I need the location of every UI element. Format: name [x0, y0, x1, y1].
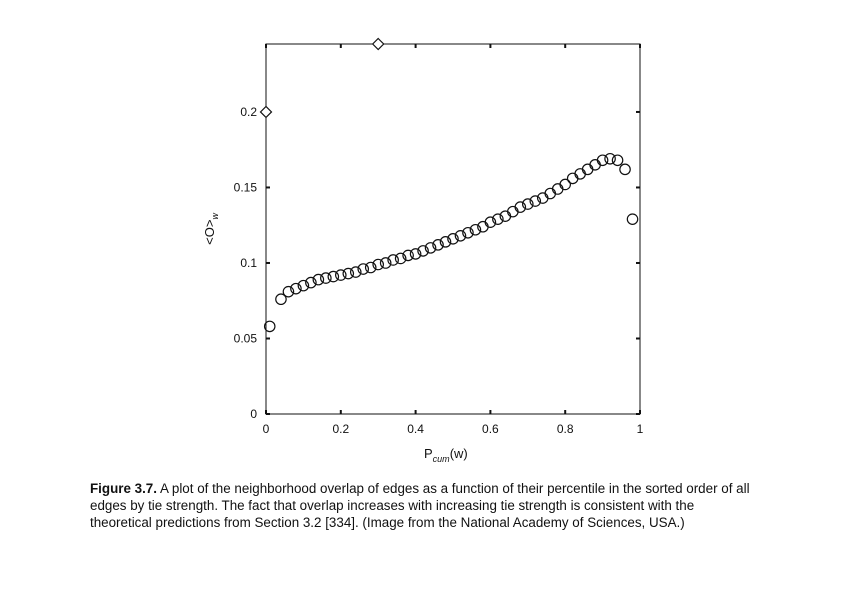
data-point — [619, 163, 631, 176]
data-point — [297, 279, 310, 292]
data-point — [484, 216, 497, 229]
x-axis-label-arg: (w) — [450, 446, 468, 461]
data-point — [492, 213, 504, 225]
data-point — [551, 183, 564, 195]
data-point — [290, 282, 302, 295]
data-point — [604, 152, 616, 165]
data-point — [387, 254, 399, 266]
data-point-diamond — [259, 105, 273, 119]
data-point — [263, 320, 276, 333]
x-tick-label: 0.6 — [482, 422, 499, 436]
x-axis-label-sub: cum — [433, 454, 451, 464]
data-point — [454, 229, 467, 242]
data-point — [581, 163, 594, 176]
data-point — [589, 159, 601, 171]
y-tick-label: 0.05 — [234, 331, 258, 345]
x-tick-label: 0 — [263, 422, 270, 436]
chart: 0 0.2 0.4 0.6 0.8 1 0 0.05 0.1 0.15 0.2 Pcum(w) <O… — [202, 37, 644, 464]
x-axis-label: Pcum(w) — [424, 446, 468, 464]
y-axis-label-sub: w — [210, 213, 220, 220]
data-points — [259, 37, 639, 333]
data-point — [320, 272, 332, 284]
data-point — [514, 201, 527, 213]
data-point — [342, 267, 355, 280]
y-tick-label: 0.15 — [234, 180, 258, 194]
data-point — [282, 285, 295, 298]
axis-tick-labels: 0 0.2 0.4 0.6 0.8 1 0 0.05 0.1 0.15 0.2 — [234, 105, 644, 436]
plot-frame — [265, 43, 641, 415]
data-point — [462, 226, 474, 239]
data-point — [417, 245, 429, 257]
data-point — [312, 273, 325, 286]
data-point — [349, 266, 362, 278]
caption-text: A plot of the neighborhood overlap of ed… — [90, 481, 750, 530]
data-point — [469, 223, 482, 236]
data-point — [626, 213, 639, 225]
caption-label: Figure 3.7. — [90, 481, 157, 496]
data-point — [521, 198, 534, 210]
data-point — [447, 233, 459, 245]
x-tick-label: 0.2 — [332, 422, 349, 436]
data-point — [357, 263, 370, 275]
data-point — [611, 154, 624, 167]
data-point — [566, 172, 579, 185]
figure-caption: Figure 3.7. A plot of the neighborhood o… — [90, 480, 758, 531]
data-point — [439, 236, 452, 248]
data-point — [364, 261, 377, 274]
data-point — [305, 276, 317, 289]
data-point — [379, 257, 392, 269]
y-tick-label: 0 — [250, 407, 257, 421]
y-tick-label: 0.1 — [240, 256, 257, 270]
data-point — [327, 270, 340, 283]
y-tick-label: 0.2 — [240, 105, 257, 119]
data-point — [432, 239, 444, 251]
data-point — [507, 205, 519, 218]
data-point — [574, 168, 586, 180]
data-point — [409, 248, 422, 260]
data-point — [529, 195, 542, 207]
data-point — [596, 154, 609, 167]
axis-ticks — [265, 44, 641, 415]
data-point — [402, 249, 414, 262]
data-point — [394, 252, 407, 265]
y-axis-label: <O>w — [202, 213, 220, 245]
data-point — [559, 178, 571, 191]
x-tick-label: 0.4 — [407, 422, 424, 436]
data-point — [424, 242, 437, 254]
x-tick-label: 0.8 — [557, 422, 574, 436]
data-point — [544, 187, 557, 200]
x-tick-label: 1 — [637, 422, 644, 436]
data-point — [372, 258, 384, 271]
data-point — [334, 269, 347, 281]
data-point-diamond — [371, 37, 385, 51]
data-point — [275, 293, 287, 306]
